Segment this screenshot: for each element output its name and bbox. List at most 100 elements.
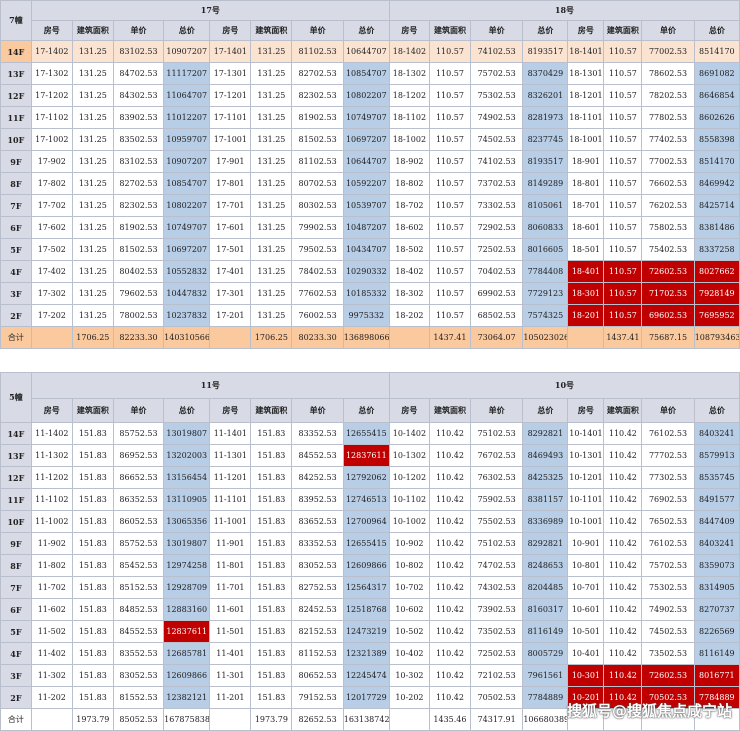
table-cell: 17-801 (209, 172, 252, 195)
table-cell: 18-1301 (567, 62, 605, 85)
table-cell: 79902.53 (291, 216, 344, 239)
table-cell: 12792062 (342, 466, 390, 489)
table-cell: 8016605 (522, 238, 569, 261)
table-cell: 10-1401 (567, 422, 605, 445)
table-cell: 8116149 (693, 642, 740, 665)
table-cell: 75702.53 (469, 62, 524, 85)
table-cell: 80702.53 (291, 172, 344, 195)
table-cell: 8381486 (693, 216, 740, 239)
table-cell: 8226569 (693, 620, 740, 643)
table-cell: 8193517 (522, 150, 569, 173)
table-cell: 8193517 (522, 40, 569, 63)
table-cell: 18-702 (388, 194, 430, 217)
table-cell: 13110905 (163, 488, 211, 511)
table-cell: 8691082 (693, 62, 740, 85)
table-cell: 110.42 (603, 642, 643, 665)
table-cell: 17-1201 (209, 84, 252, 107)
table-cell: 110.42 (603, 576, 643, 599)
table-cell: 17-1002 (30, 128, 73, 151)
total-cell: 1973.79 (250, 708, 293, 731)
highlighted-cell: 110.42 (603, 664, 643, 687)
table-cell: 13019807 (163, 532, 211, 555)
table-cell: 74102.53 (469, 40, 524, 63)
floor-label: 11F (0, 488, 32, 511)
table-cell: 11-602 (30, 598, 73, 621)
table-cell: 72102.53 (469, 664, 524, 687)
table-cell: 11-1002 (30, 510, 73, 533)
column-header: 房号 (30, 398, 73, 423)
table-cell: 75102.53 (469, 532, 524, 555)
table-cell: 79152.53 (291, 686, 344, 709)
table-cell: 74502.53 (641, 620, 695, 643)
table-cell: 8292821 (522, 422, 569, 445)
table-cell: 17-502 (30, 238, 73, 261)
table-cell: 11-1301 (209, 444, 252, 467)
table-cell: 131.25 (71, 106, 114, 129)
table-cell: 10185332 (342, 282, 390, 305)
table-cell: 110.57 (428, 84, 471, 107)
floor-label: 8F (0, 554, 32, 577)
total-cell (209, 326, 252, 349)
table-cell: 17-201 (209, 304, 252, 327)
highlighted-cell: 110.57 (603, 282, 643, 305)
table-cell: 83352.53 (291, 532, 344, 555)
table-cell: 11-502 (30, 620, 73, 643)
table-cell: 18-602 (388, 216, 430, 239)
table-cell: 110.57 (428, 216, 471, 239)
table-cell: 110.57 (603, 216, 643, 239)
column-header: 建筑面积 (71, 20, 114, 41)
table-cell: 131.25 (71, 260, 114, 283)
column-header: 建筑面积 (250, 398, 293, 423)
table-cell: 151.83 (250, 532, 293, 555)
highlighted-cell: 10-201 (567, 686, 605, 709)
table-cell: 10697207 (342, 128, 390, 151)
table-cell: 72502.53 (469, 642, 524, 665)
table-row: 14F 11-1402 151.83 85752.53 13019807 11-1401 1… (0, 422, 740, 445)
table-cell: 110.57 (603, 128, 643, 151)
table-cell: 131.25 (250, 128, 293, 151)
table-cell: 151.83 (250, 576, 293, 599)
table-cell: 82452.53 (291, 598, 344, 621)
table-cell: 10644707 (342, 40, 390, 63)
table-cell: 110.57 (428, 40, 471, 63)
floor-label: 11F (0, 106, 32, 129)
table-cell: 10-302 (388, 664, 430, 687)
table-cell: 131.25 (71, 40, 114, 63)
table-row: 2F 17-202 131.25 78002.53 10237832 17-201 131.… (0, 304, 740, 327)
table-cell: 11-301 (209, 664, 252, 687)
table-cell: 10-202 (388, 686, 430, 709)
table-cell: 11-1201 (209, 466, 252, 489)
total-cell: 1706.25 (71, 326, 114, 349)
table-cell: 131.25 (71, 172, 114, 195)
table-cell: 10-402 (388, 642, 430, 665)
highlighted-cell: 12837611 (342, 444, 390, 467)
table-cell: 74902.53 (469, 106, 524, 129)
table-cell: 10907207 (163, 150, 211, 173)
column-header: 总价 (342, 20, 390, 41)
column-header: 单价 (291, 398, 344, 423)
table-row: 3F 17-302 131.25 79602.53 10447832 17-301 131.… (0, 282, 740, 305)
column-header: 房号 (388, 398, 430, 423)
total-cell: 82652.53 (291, 708, 344, 731)
table-cell: 110.57 (428, 106, 471, 129)
table-row: 3F 11-302 151.83 83052.53 12609866 11-301 151.… (0, 664, 740, 687)
floor-label: 14F (0, 422, 32, 445)
table-cell: 131.25 (71, 62, 114, 85)
table-cell: 151.83 (71, 686, 114, 709)
table-cell: 82152.53 (291, 620, 344, 643)
table-cell: 10-701 (567, 576, 605, 599)
table-cell: 110.42 (603, 598, 643, 621)
table-row: 6F 11-602 151.83 84852.53 12883160 11-601 151.… (0, 598, 740, 621)
table-cell: 12564317 (342, 576, 390, 599)
floor-label: 4F (0, 260, 32, 283)
table-cell: 17-1101 (209, 106, 252, 129)
total-cell (567, 708, 605, 731)
floor-label: 4F (0, 642, 32, 665)
table-cell: 12928709 (163, 576, 211, 599)
table-cell: 10-1201 (567, 466, 605, 489)
table-cell: 11-302 (30, 664, 73, 687)
table-row: 7F 11-702 151.83 85152.53 12928709 11-701 151.… (0, 576, 740, 599)
table-cell: 18-1302 (388, 62, 430, 85)
table-cell: 151.83 (250, 598, 293, 621)
table-cell: 68502.53 (469, 304, 524, 327)
